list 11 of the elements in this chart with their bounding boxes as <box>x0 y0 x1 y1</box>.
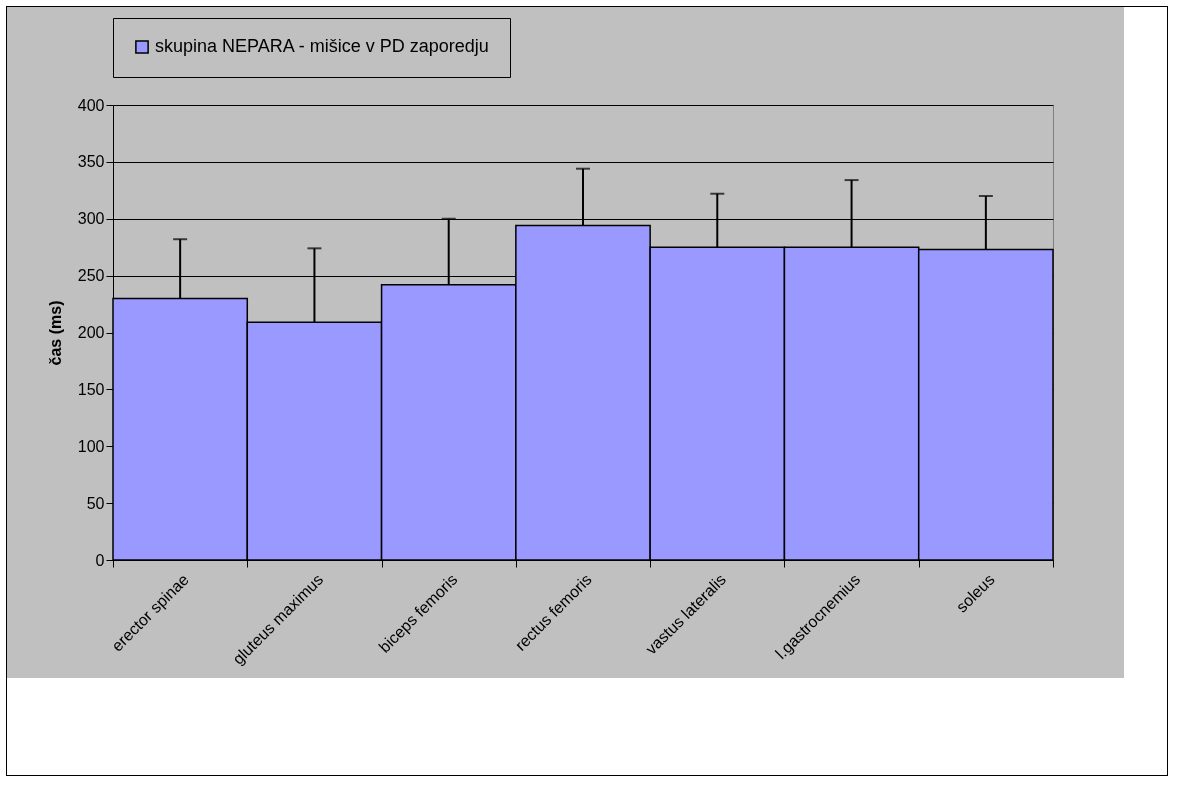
y-axis-title: čas (ms) <box>46 300 64 366</box>
y-tick-label: 200 <box>77 324 105 341</box>
y-tick-label: 100 <box>77 437 105 455</box>
legend-label: skupina NEPARA - mišice v PD zaporedju <box>155 36 489 56</box>
y-tick-label: 400 <box>77 96 105 114</box>
y-tick-label: 250 <box>77 267 105 285</box>
y-tick-label: 300 <box>77 210 105 228</box>
y-tick-label: 50 <box>86 494 105 512</box>
y-tick-label: 150 <box>77 380 105 398</box>
y-tick-label: 350 <box>77 153 105 171</box>
y-tick-label: 0 <box>95 551 105 569</box>
